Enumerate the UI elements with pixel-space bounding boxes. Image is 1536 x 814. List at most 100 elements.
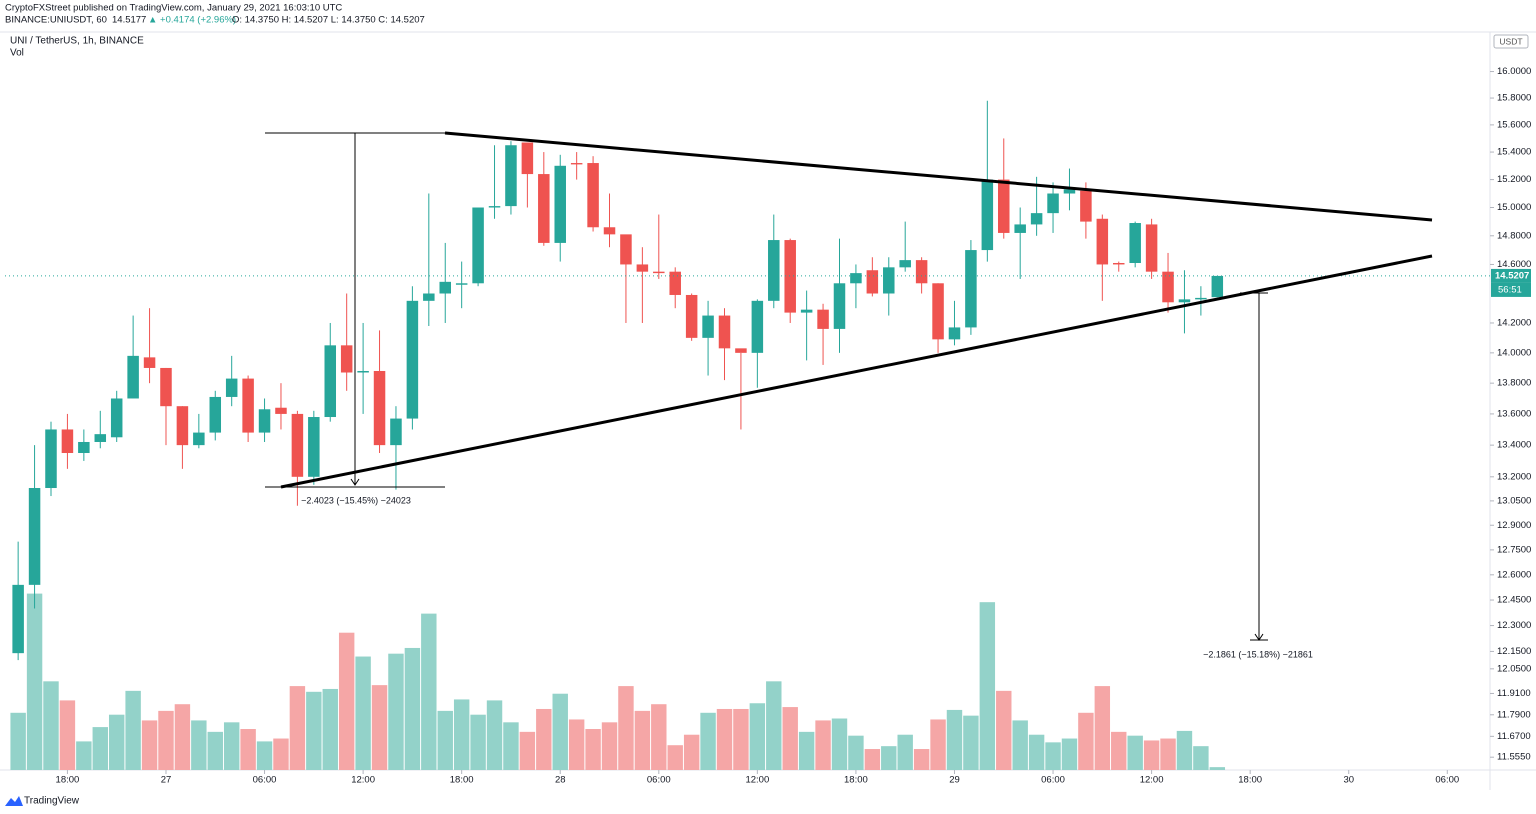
volume-bar: [1160, 738, 1176, 770]
candle-body: [751, 300, 764, 353]
y-tick-label: 15.6000: [1497, 119, 1531, 130]
candle-body: [28, 488, 41, 585]
volume-bar: [881, 746, 897, 770]
candle-body: [850, 273, 862, 284]
candle-body: [1113, 263, 1125, 265]
candle-body: [78, 441, 90, 454]
candle-body: [275, 407, 287, 414]
candle-body: [768, 240, 780, 301]
y-tick-label: 14.2000: [1497, 317, 1531, 328]
candle-body: [1030, 213, 1043, 225]
y-tick-label: 16.0000: [1497, 66, 1531, 77]
volume-bar: [191, 720, 207, 770]
candle-body: [521, 142, 534, 175]
volume-bar: [240, 728, 256, 770]
volume-bar: [256, 741, 273, 770]
volume-bar: [651, 704, 667, 770]
candle-body: [225, 378, 238, 397]
volume-bar: [108, 714, 125, 770]
countdown-tag: [1491, 282, 1531, 297]
volume-bar: [355, 656, 371, 770]
candle-body: [735, 348, 747, 353]
volume-bar: [700, 712, 716, 770]
candle-body: [883, 267, 895, 294]
volume-bar: [1143, 740, 1160, 770]
volume-bar: [453, 699, 470, 770]
x-tick-label: 27: [161, 775, 172, 786]
volume-bar: [782, 707, 798, 770]
candle-body: [948, 327, 961, 340]
volume-bar: [470, 714, 486, 770]
logo-icon: [5, 796, 23, 806]
candle-body: [817, 309, 829, 329]
x-tick-label: 06:00: [253, 775, 277, 786]
y-tick-label: 13.4000: [1497, 440, 1531, 451]
candle-body: [472, 207, 484, 284]
y-tick-label: 15.0000: [1497, 202, 1531, 213]
drawings: [265, 131, 1433, 641]
candle-body: [915, 260, 928, 284]
volume-bar: [897, 734, 913, 770]
volume-bar: [601, 722, 618, 770]
lower-trendline: [280, 254, 1433, 489]
y-tick-label: 13.6000: [1497, 408, 1531, 419]
candle-body: [1047, 193, 1059, 214]
y-tick-label: 13.0500: [1497, 495, 1531, 506]
candle-body: [554, 165, 566, 243]
symbol: BINANCE:UNIUSDT, 60: [5, 15, 107, 26]
volume-bar: [421, 613, 437, 770]
candle-body: [340, 345, 353, 373]
candle-body: [193, 432, 205, 446]
y-tick-label: 15.8000: [1497, 93, 1531, 104]
candle-body: [899, 260, 911, 268]
volume-label: Vol: [10, 48, 24, 59]
volume-bar: [1045, 742, 1061, 770]
volume-bar: [585, 728, 601, 770]
volume-bar: [848, 735, 864, 770]
volume-bar: [996, 690, 1012, 770]
y-tick-label: 12.9000: [1497, 520, 1531, 531]
y-tick-label: 14.0000: [1497, 347, 1531, 358]
volume-bar: [1176, 730, 1193, 770]
volume-bar: [683, 734, 700, 770]
annotation: −2.4023 (−15.45%) −24023: [301, 495, 411, 505]
candle-body: [1014, 224, 1026, 233]
currency: USDT: [1499, 36, 1522, 46]
y-tick-label: 12.7500: [1497, 544, 1531, 555]
volume-bar: [1012, 720, 1028, 770]
chart-title: UNI / TetherUS, 1h, BINANCE: [10, 36, 144, 47]
y-tick-label: 15.4000: [1497, 147, 1531, 158]
volume-bar: [207, 731, 223, 770]
volume-bar: [519, 731, 536, 770]
volume-bar: [43, 681, 59, 770]
volume-bar: [667, 745, 683, 770]
last-price-label: 14.5207: [1495, 270, 1529, 281]
volume-bar: [1094, 686, 1111, 770]
candle-body: [12, 584, 24, 654]
x-tick-label: 18:00: [450, 775, 474, 786]
y-tick-label: 14.8000: [1497, 230, 1531, 241]
volume-bar: [815, 720, 831, 770]
volume-bar: [223, 722, 240, 770]
upper-trendline: [444, 131, 1433, 222]
candle-body: [94, 434, 107, 442]
candle-body: [636, 264, 649, 272]
candle-body: [308, 417, 320, 477]
y-tick-label: 12.3000: [1497, 620, 1531, 631]
candle-body: [1063, 189, 1076, 194]
y-tick-label: 11.7900: [1497, 709, 1531, 720]
candle-body: [1129, 223, 1141, 264]
candle-body: [1162, 271, 1174, 303]
candle-body: [965, 250, 977, 328]
volume-bar: [1111, 731, 1127, 770]
arrow-head: [1254, 633, 1264, 641]
candle-body: [1096, 218, 1109, 265]
volume-bar: [174, 704, 191, 770]
volume-bar: [1078, 712, 1094, 770]
candle-body: [718, 315, 731, 349]
candle-body: [1145, 224, 1158, 272]
y-tick-label: 12.1500: [1497, 646, 1531, 657]
brand: TradingView: [24, 796, 80, 807]
candle-body: [209, 396, 222, 433]
